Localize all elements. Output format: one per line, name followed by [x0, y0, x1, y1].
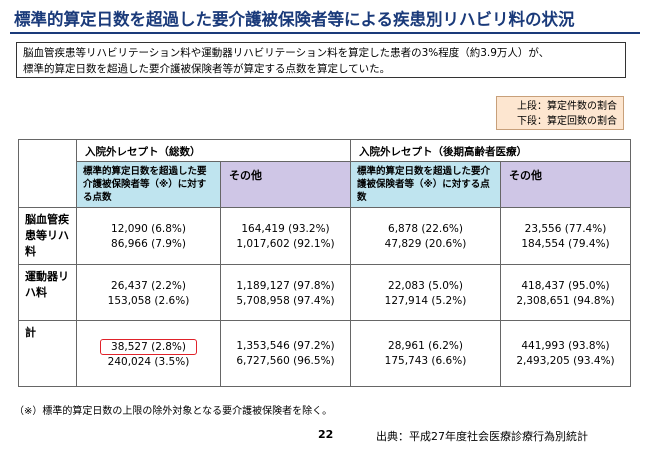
summary-line-1: 脳血管疾患等リハビリテーション料や運動器リハビリテーション料を算定した患者の3%… — [23, 47, 550, 59]
table-cell: 1,353,546 (97.2%) 6,727,560 (96.5%) — [220, 320, 351, 387]
footnote: （※）標準的算定日数の上限の除外対象となる要介護被保険者を除く。 — [14, 406, 333, 417]
table-cell: 1,189,127 (97.8%) 5,708,958 (97.4%) — [220, 264, 351, 321]
table-cell: 23,556 (77.4%) 184,554 (79.4%) — [500, 207, 631, 265]
table-cell: 418,437 (95.0%) 2,308,651 (94.8%) — [500, 264, 631, 321]
table-group-header-row: 入院外レセプト（総数） 入院外レセプト（後期高齢者医療） — [18, 139, 631, 208]
subheader-excess-elderly: 標準的算定日数を超過した要介護被保険者等（※）に対する点数 — [350, 161, 501, 208]
table-cell: 22,083 (5.0%) 127,914 (5.2%) — [350, 264, 501, 321]
legend-box: 上段：算定件数の割合 下段：算定回数の割合 — [496, 96, 624, 130]
legend-lower: 下段：算定回数の割合 — [517, 116, 617, 127]
row-label-cerebrovascular: 脳血管疾患等リハ料 — [18, 207, 77, 265]
subheader-excess-total: 標準的算定日数を超過した要介護被保険者等（※）に対する点数 — [76, 161, 221, 208]
table-row: 運動器リハ料 26,437 (2.2%) 153,058 (2.6%) 1,189… — [18, 264, 631, 321]
source-citation: 出典：平成27年度社会医療診療行為別統計 — [376, 430, 588, 443]
summary-box: 脳血管疾患等リハビリテーション料や運動器リハビリテーション料を算定した患者の3%… — [16, 42, 626, 78]
legend-upper: 上段：算定件数の割合 — [517, 101, 617, 112]
table-cell: 441,993 (93.8%) 2,493,205 (93.4%) — [500, 320, 631, 387]
table-cell: 12,090 (6.8%) 86,966 (7.9%) — [76, 207, 221, 265]
page-number: 22 — [318, 428, 334, 441]
table-cell: 28,961 (6.2%) 175,743 (6.6%) — [350, 320, 501, 387]
group-header-total: 入院外レセプト（総数） — [76, 139, 351, 162]
table-cell: 6,878 (22.6%) 47,829 (20.6%) — [350, 207, 501, 265]
table-cell: 26,437 (2.2%) 153,058 (2.6%) — [76, 264, 221, 321]
table-cell: 38,527 (2.8%) 240,024 (3.5%) — [76, 320, 221, 387]
title-divider — [10, 32, 640, 34]
group-header-elderly: 入院外レセプト（後期高齢者医療） — [350, 139, 631, 162]
rehab-fee-table: 入院外レセプト（総数） 入院外レセプト（後期高齢者医療） 標準的算定日数を超過し… — [18, 139, 631, 387]
table-subheader-row: 標準的算定日数を超過した要介護被保険者等（※）に対する点数 その他 標準的算定日… — [19, 161, 631, 208]
highlighted-value: 38,527 (2.8%) — [100, 339, 197, 355]
corner-cell — [18, 139, 77, 208]
row-label-musculoskeletal: 運動器リハ料 — [18, 264, 77, 321]
page-title: 標準的算定日数を超過した要介護被保険者等による疾患別リハビリ料の状況 — [14, 10, 575, 29]
subheader-other-elderly: その他 — [500, 161, 631, 208]
table-row: 脳血管疾患等リハ料 12,090 (6.8%) 86,966 (7.9%) 164… — [18, 207, 631, 265]
row-label-total: 計 — [18, 320, 77, 387]
table-row-total: 計 38,527 (2.8%) 240,024 (3.5%) 1,353,546 … — [18, 320, 631, 387]
table-cell: 164,419 (93.2%) 1,017,602 (92.1%) — [220, 207, 351, 265]
subheader-other-total: その他 — [220, 161, 351, 208]
summary-line-2: 標準的算定日数を超過した要介護被保険者等が算定する点数を算定していた。 — [23, 63, 391, 75]
